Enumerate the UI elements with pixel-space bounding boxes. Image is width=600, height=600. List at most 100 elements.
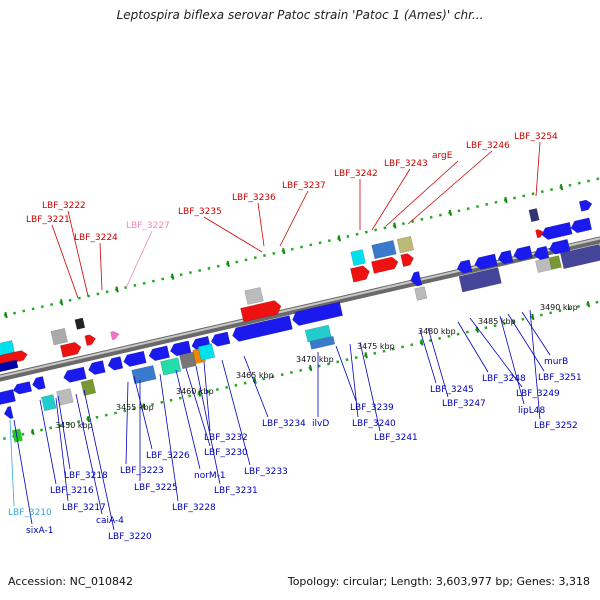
- gene-feature[interactable]: [160, 357, 182, 376]
- lower-gene-label[interactable]: LBF_3234: [262, 419, 306, 429]
- lower-gene-label[interactable]: caiA-4: [96, 516, 124, 526]
- lower-gene-label[interactable]: LBF_3231: [214, 486, 258, 496]
- gene-feature[interactable]: [570, 217, 593, 234]
- lower-gene-label[interactable]: LBF_3252: [534, 421, 578, 431]
- lower-gene-label[interactable]: LBF_3232: [204, 433, 248, 443]
- lower-gene-label[interactable]: LBF_3226: [146, 451, 190, 461]
- gene-feature[interactable]: [148, 345, 171, 362]
- gene-feature[interactable]: [197, 343, 216, 361]
- gene-feature[interactable]: [371, 256, 399, 274]
- gene-feature[interactable]: [88, 360, 106, 375]
- upper-gene-label[interactable]: LBF_3221: [26, 215, 70, 225]
- gene-feature[interactable]: [474, 253, 498, 270]
- lower-gene-label[interactable]: LBF_3245: [430, 385, 474, 395]
- lower-gene-label[interactable]: LBF_3249: [516, 389, 560, 399]
- gene-feature[interactable]: [497, 249, 514, 265]
- label-leader: [75, 393, 103, 515]
- lower-gene-label[interactable]: LBF_3217: [62, 503, 106, 513]
- gene-feature[interactable]: [396, 235, 415, 254]
- gene-feature[interactable]: [350, 265, 370, 283]
- kbp-tick-label: 3455 kbp: [116, 403, 154, 412]
- gene-feature[interactable]: [535, 257, 553, 273]
- gene-feature[interactable]: [414, 286, 428, 301]
- backbone-shadow: [0, 236, 600, 382]
- gene-feature[interactable]: [400, 253, 414, 268]
- gene-feature[interactable]: [232, 315, 293, 342]
- lower-gene-label[interactable]: lipL48: [518, 406, 545, 416]
- gene-feature[interactable]: [32, 376, 46, 390]
- lower-gene-label[interactable]: LBF_3210: [8, 508, 52, 518]
- lower-gene-label[interactable]: LBF_3218: [64, 471, 108, 481]
- ruler-major-tick: [531, 313, 535, 321]
- gene-feature[interactable]: [371, 240, 397, 260]
- gene-feature[interactable]: [513, 245, 533, 261]
- gene-feature[interactable]: [548, 255, 562, 270]
- gene-feature[interactable]: [123, 350, 147, 367]
- label-leader: [349, 343, 359, 418]
- label-leader: [9, 419, 15, 507]
- lower-gene-label[interactable]: LBF_3239: [350, 403, 394, 413]
- gene-feature[interactable]: [0, 340, 15, 358]
- gene-feature[interactable]: [244, 287, 264, 305]
- gene-feature[interactable]: [131, 365, 157, 385]
- gene-feature[interactable]: [548, 238, 571, 255]
- lower-gene-label[interactable]: norM-1: [194, 471, 226, 481]
- gene-feature[interactable]: [350, 249, 366, 267]
- gene-feature[interactable]: [41, 394, 57, 412]
- gene-feature[interactable]: [210, 331, 231, 347]
- gene-feature[interactable]: [50, 327, 68, 346]
- gene-feature[interactable]: [169, 340, 192, 357]
- upper-gene-label[interactable]: LBF_3227: [126, 221, 170, 231]
- gene-feature[interactable]: [107, 356, 124, 371]
- lower-gene-label[interactable]: LBF_3247: [442, 399, 486, 409]
- gene-feature[interactable]: [410, 271, 423, 287]
- lower-gene-label[interactable]: LBF_3240: [352, 419, 396, 429]
- gene-feature[interactable]: [528, 208, 540, 223]
- gene-feature[interactable]: [559, 243, 600, 270]
- upper-gene-label[interactable]: LBF_3224: [74, 233, 118, 243]
- gene-feature[interactable]: [80, 378, 97, 396]
- gene-feature[interactable]: [179, 351, 197, 370]
- upper-gene-label[interactable]: argE: [432, 151, 453, 161]
- lower-gene-label[interactable]: sixA-1: [26, 526, 53, 536]
- lower-gene-label[interactable]: ilvD: [312, 419, 329, 429]
- gene-feature[interactable]: [110, 331, 120, 341]
- gene-feature[interactable]: [292, 301, 344, 326]
- lower-gene-label[interactable]: LBF_3251: [538, 373, 582, 383]
- gene-feature[interactable]: [74, 317, 86, 330]
- gene-feature[interactable]: [84, 334, 96, 346]
- upper-gene-label[interactable]: LBF_3242: [334, 169, 378, 179]
- lower-gene-label[interactable]: murB: [544, 357, 568, 367]
- gene-feature[interactable]: [309, 335, 336, 350]
- gene-feature[interactable]: [63, 366, 87, 383]
- gene-feature[interactable]: [458, 267, 502, 293]
- lower-gene-label[interactable]: LBF_3241: [374, 433, 418, 443]
- lower-gene-label[interactable]: LBF_3248: [482, 374, 526, 384]
- lower-gene-label[interactable]: LBF_3230: [204, 448, 248, 458]
- upper-gene-label[interactable]: LBF_3236: [232, 193, 276, 203]
- gene-feature[interactable]: [3, 406, 14, 419]
- gene-feature[interactable]: [11, 428, 23, 443]
- gene-feature[interactable]: [240, 300, 282, 323]
- upper-gene-label[interactable]: LBF_3243: [384, 159, 428, 169]
- upper-gene-label[interactable]: LBF_3254: [514, 132, 558, 142]
- gene-feature[interactable]: [0, 350, 28, 369]
- lower-gene-label[interactable]: LBF_3233: [244, 467, 288, 477]
- gene-feature[interactable]: [12, 381, 33, 395]
- lower-gene-label[interactable]: LBF_3220: [108, 532, 152, 542]
- gene-feature[interactable]: [0, 389, 16, 405]
- upper-gene-label[interactable]: LBF_3246: [466, 141, 510, 151]
- upper-gene-label[interactable]: LBF_3222: [42, 201, 86, 211]
- gene-feature[interactable]: [578, 199, 593, 212]
- lower-gene-label[interactable]: LBF_3225: [134, 483, 178, 493]
- upper-gene-label[interactable]: LBF_3235: [178, 207, 222, 217]
- gene-feature[interactable]: [541, 221, 573, 240]
- gene-feature[interactable]: [0, 359, 19, 373]
- gene-feature[interactable]: [456, 259, 473, 274]
- lower-gene-label[interactable]: LBF_3216: [50, 486, 94, 496]
- upper-gene-label[interactable]: LBF_3237: [282, 181, 326, 191]
- gene-feature[interactable]: [59, 342, 82, 358]
- lower-gene-label[interactable]: LBF_3223: [120, 466, 164, 476]
- lower-gene-label[interactable]: LBF_3228: [172, 503, 216, 513]
